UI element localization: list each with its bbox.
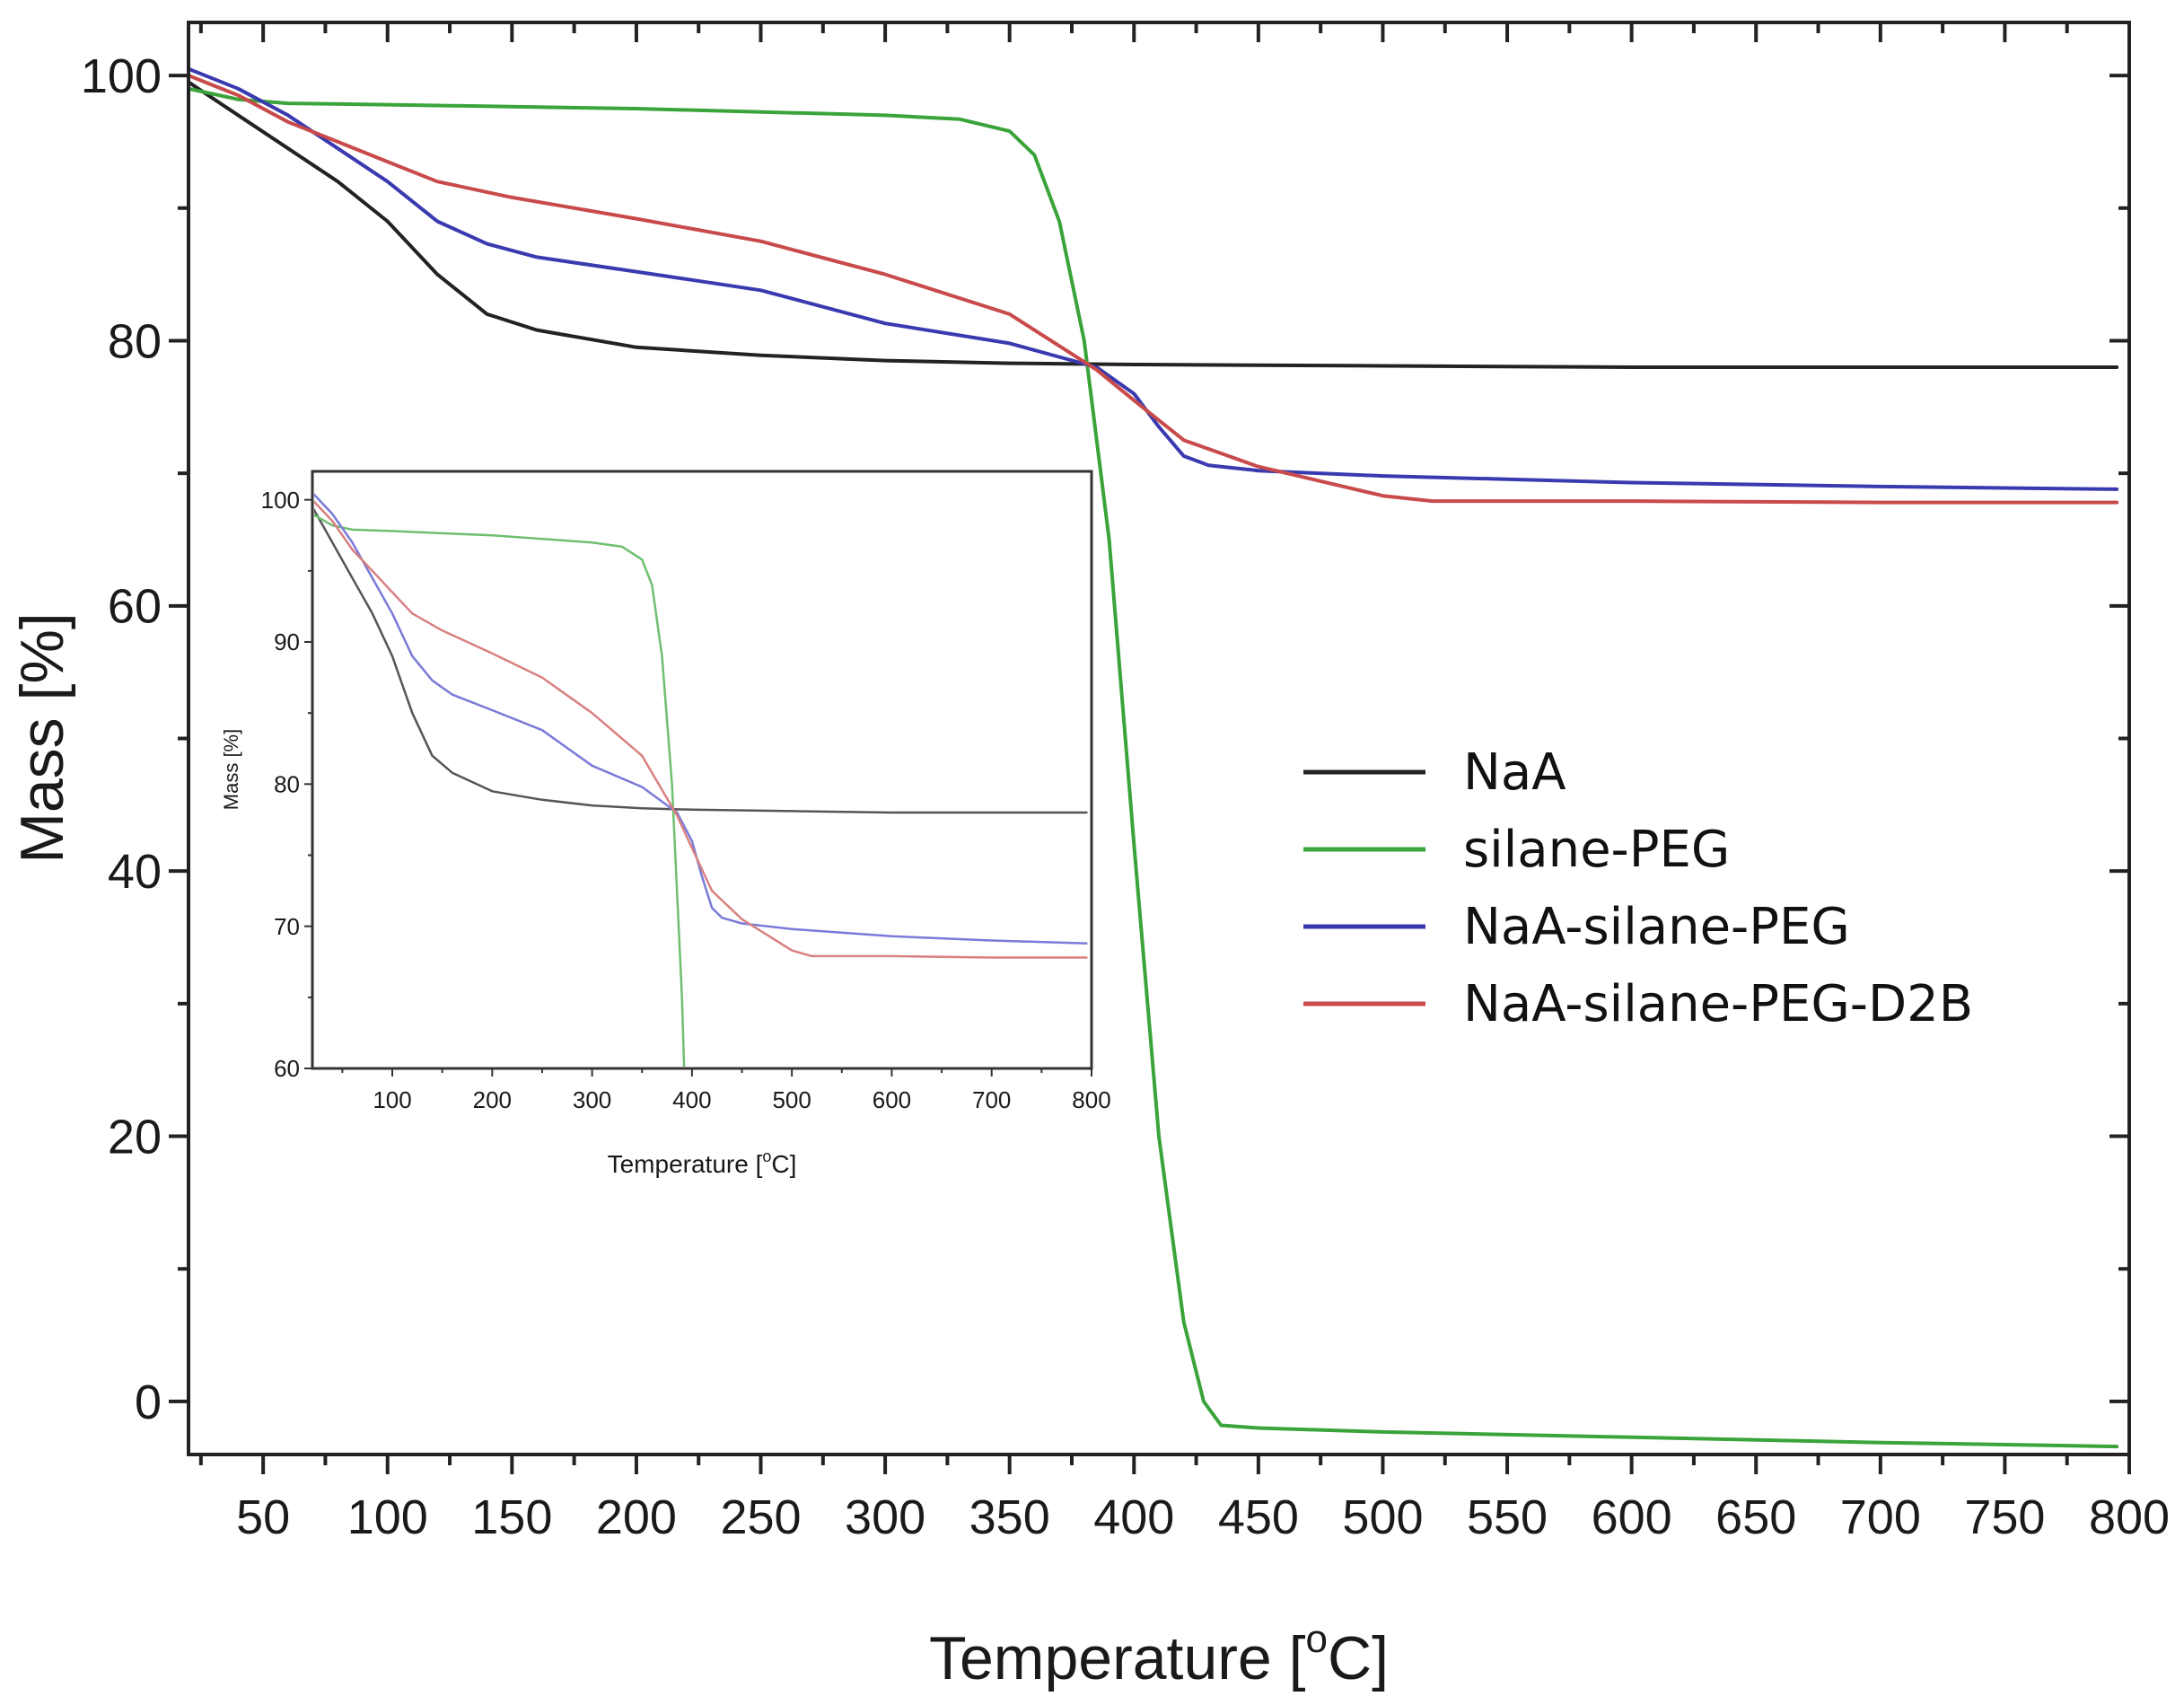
inset-x-tick-label: 200 <box>473 1086 512 1113</box>
inset-plot-frame <box>311 470 1093 1070</box>
inset-x-tick-label: 500 <box>772 1086 811 1113</box>
main-y-axis-label: Mass [%] <box>8 612 76 864</box>
main-x-tick-label: 750 <box>1964 1490 2045 1544</box>
main-x-tick-label: 250 <box>720 1490 801 1544</box>
main-x-tick-label: 550 <box>1467 1490 1548 1544</box>
inset-x-axis-label-text: Temperature [ <box>608 1150 763 1178</box>
inset-x-axis-label-sup: o <box>762 1147 771 1165</box>
legend-label: silane-PEG <box>1463 821 1730 879</box>
main-x-tick-label: 450 <box>1218 1490 1299 1544</box>
legend-label: NaA-silane-PEG <box>1463 898 1850 956</box>
main-x-axis-label-sup: o <box>1306 1617 1328 1661</box>
inset-x-tick-label: 300 <box>573 1086 611 1113</box>
inset-x-tick-label: 800 <box>1072 1086 1110 1113</box>
main-x-axis-label-suffix: C] <box>1328 1624 1389 1692</box>
inset-series-naa-silane-peg <box>314 493 1088 945</box>
main-series-silane-peg <box>190 87 2119 1449</box>
legend-label: NaA-silane-PEG-D2B <box>1463 975 1973 1033</box>
main-x-tick-label: 350 <box>969 1490 1050 1544</box>
main-x-tick-label: 500 <box>1342 1490 1423 1544</box>
inset-y-tick-label: 70 <box>274 913 300 940</box>
main-y-tick-label: 40 <box>108 845 162 899</box>
main-x-tick-label: 400 <box>1093 1490 1174 1544</box>
main-y-tick-label: 20 <box>108 1110 162 1164</box>
main-x-tick-label: 200 <box>596 1490 677 1544</box>
main-x-tick-label: 700 <box>1840 1490 1921 1544</box>
legend: NaA silane-PEG NaA-silane-PEG NaA-silane-PE… <box>1303 743 1973 1033</box>
inset-series-naa <box>314 507 1088 814</box>
main-x-tick-label: 150 <box>471 1490 552 1544</box>
main-y-tick-label: 100 <box>81 49 162 103</box>
main-y-tick-label: 60 <box>108 580 162 634</box>
inset-y-tick-label: 60 <box>274 1055 300 1082</box>
main-x-tick-label: 50 <box>236 1490 290 1544</box>
inset-y-tick-label: 90 <box>274 628 300 655</box>
main-series-naa-silane-peg <box>190 67 2119 491</box>
inset-series-naa-silane-peg-d2b <box>314 500 1088 959</box>
main-x-tick-label: 600 <box>1592 1490 1672 1544</box>
legend-label: NaA <box>1463 743 1566 802</box>
inset-series-silane-peg <box>314 514 686 1067</box>
main-x-tick-label: 800 <box>2089 1490 2170 1544</box>
inset-x-tick-label: 700 <box>972 1086 1011 1113</box>
main-x-tick-label: 100 <box>347 1490 428 1544</box>
main-series-naa-silane-peg-d2b <box>190 74 2119 505</box>
main-y-tick-label: 0 <box>135 1375 162 1429</box>
main-x-tick-label: 650 <box>1715 1490 1796 1544</box>
inset-y-tick-label: 80 <box>274 770 300 797</box>
main-x-axis-label-text: Temperature [ <box>929 1624 1306 1692</box>
inset-x-tick-label: 400 <box>672 1086 711 1113</box>
inset-plot-background <box>312 471 1092 1068</box>
main-y-tick-label: 80 <box>108 314 162 368</box>
inset-x-tick-label: 100 <box>373 1086 411 1113</box>
main-x-axis-label: Temperature [oC] <box>929 1617 1389 1692</box>
inset-x-tick-label: 600 <box>873 1086 911 1113</box>
main-x-tick-label: 300 <box>845 1490 925 1544</box>
inset-x-axis-label-suffix: C] <box>771 1150 796 1178</box>
main-series-naa <box>190 81 2119 369</box>
inset-x-axis-label: Temperature [oC] <box>608 1147 797 1178</box>
inset-y-tick-label: 100 <box>261 487 300 514</box>
inset-y-axis-label: Mass [%] <box>220 729 242 810</box>
